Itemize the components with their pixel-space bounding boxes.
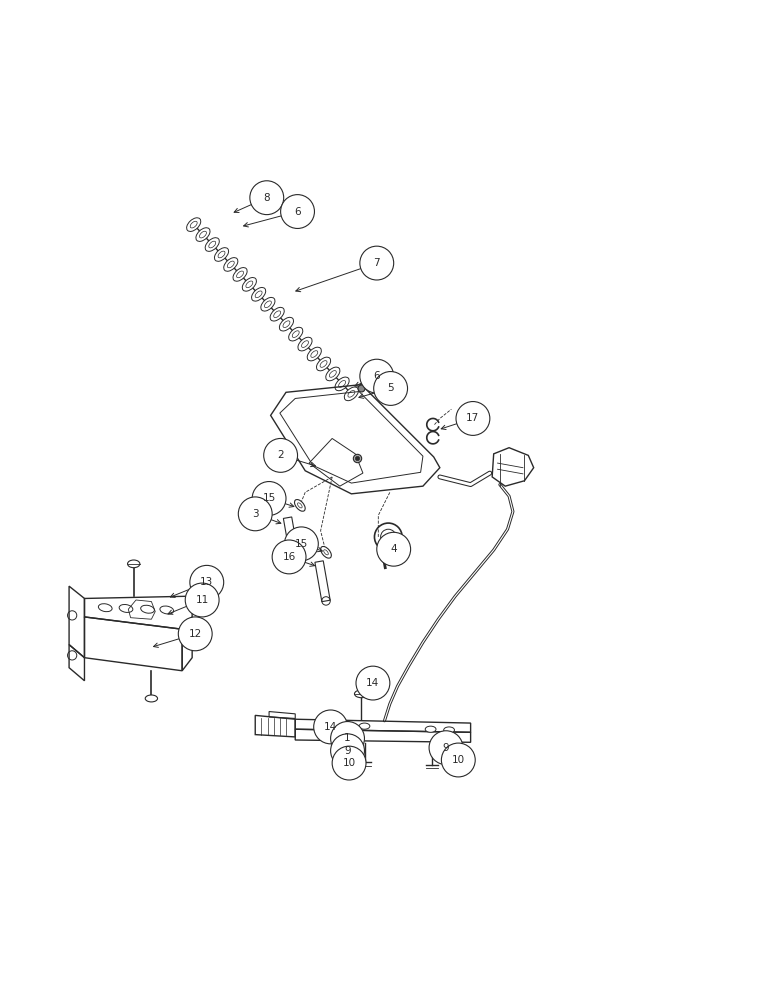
Circle shape — [264, 438, 297, 472]
Text: 15: 15 — [295, 539, 308, 549]
Circle shape — [185, 583, 219, 617]
Ellipse shape — [236, 271, 243, 278]
Text: 9: 9 — [442, 743, 449, 753]
Text: 16: 16 — [283, 552, 296, 562]
Circle shape — [360, 246, 394, 280]
Circle shape — [239, 497, 273, 531]
Circle shape — [252, 482, 286, 515]
Ellipse shape — [224, 258, 238, 271]
Ellipse shape — [294, 500, 305, 511]
Text: 11: 11 — [195, 595, 208, 605]
Ellipse shape — [127, 560, 140, 568]
Circle shape — [442, 743, 476, 777]
Text: 15: 15 — [262, 493, 276, 503]
Ellipse shape — [145, 695, 157, 702]
Ellipse shape — [339, 381, 346, 387]
Text: 3: 3 — [252, 509, 259, 519]
Circle shape — [330, 734, 364, 768]
Circle shape — [429, 731, 463, 765]
Ellipse shape — [208, 241, 215, 248]
Ellipse shape — [320, 361, 327, 367]
Text: 5: 5 — [388, 383, 394, 393]
Ellipse shape — [205, 238, 219, 251]
Text: 7: 7 — [374, 258, 380, 268]
Ellipse shape — [320, 546, 331, 558]
Circle shape — [360, 359, 394, 393]
Circle shape — [284, 527, 318, 561]
Ellipse shape — [196, 228, 210, 241]
Circle shape — [273, 540, 306, 574]
Circle shape — [356, 666, 390, 700]
Ellipse shape — [330, 371, 337, 377]
Ellipse shape — [359, 723, 370, 729]
Ellipse shape — [218, 251, 225, 258]
Text: 17: 17 — [466, 413, 479, 423]
Text: 14: 14 — [324, 722, 337, 732]
Circle shape — [280, 195, 314, 228]
Text: 1: 1 — [344, 733, 350, 743]
Text: 4: 4 — [391, 544, 397, 554]
Circle shape — [178, 617, 212, 651]
Ellipse shape — [199, 231, 206, 238]
Ellipse shape — [227, 261, 234, 268]
Ellipse shape — [245, 281, 252, 288]
Ellipse shape — [289, 327, 303, 341]
Ellipse shape — [335, 377, 349, 391]
Ellipse shape — [274, 311, 281, 318]
Ellipse shape — [323, 550, 328, 555]
Text: 6: 6 — [294, 207, 301, 217]
Ellipse shape — [307, 347, 321, 361]
Ellipse shape — [270, 307, 284, 321]
Ellipse shape — [242, 278, 256, 291]
Ellipse shape — [298, 337, 312, 351]
Ellipse shape — [283, 321, 290, 328]
Ellipse shape — [348, 391, 355, 397]
Ellipse shape — [326, 367, 340, 381]
Circle shape — [374, 372, 408, 405]
Ellipse shape — [252, 287, 266, 301]
Ellipse shape — [425, 726, 436, 732]
Ellipse shape — [302, 341, 309, 347]
Text: 2: 2 — [277, 450, 284, 460]
Circle shape — [250, 181, 283, 215]
Ellipse shape — [187, 218, 201, 231]
Ellipse shape — [311, 351, 318, 357]
Text: 6: 6 — [374, 371, 380, 381]
Ellipse shape — [317, 357, 330, 371]
Text: 12: 12 — [188, 629, 201, 639]
Ellipse shape — [293, 331, 300, 337]
Ellipse shape — [344, 387, 358, 401]
Ellipse shape — [444, 727, 455, 733]
Ellipse shape — [297, 503, 302, 508]
Ellipse shape — [279, 317, 293, 331]
Circle shape — [313, 710, 347, 744]
Circle shape — [377, 532, 411, 566]
Text: 10: 10 — [452, 755, 465, 765]
Circle shape — [332, 746, 366, 780]
Text: 9: 9 — [344, 746, 350, 756]
Text: 8: 8 — [263, 193, 270, 203]
Ellipse shape — [233, 268, 247, 281]
Ellipse shape — [354, 690, 368, 698]
Ellipse shape — [190, 221, 197, 228]
Circle shape — [330, 722, 364, 755]
Text: 14: 14 — [366, 678, 380, 688]
Ellipse shape — [215, 248, 229, 261]
Text: 10: 10 — [343, 758, 356, 768]
Ellipse shape — [256, 291, 262, 298]
Ellipse shape — [265, 301, 272, 308]
Circle shape — [190, 565, 224, 599]
Text: 13: 13 — [200, 577, 213, 587]
Ellipse shape — [340, 722, 351, 728]
Ellipse shape — [261, 297, 275, 311]
Circle shape — [456, 402, 490, 435]
